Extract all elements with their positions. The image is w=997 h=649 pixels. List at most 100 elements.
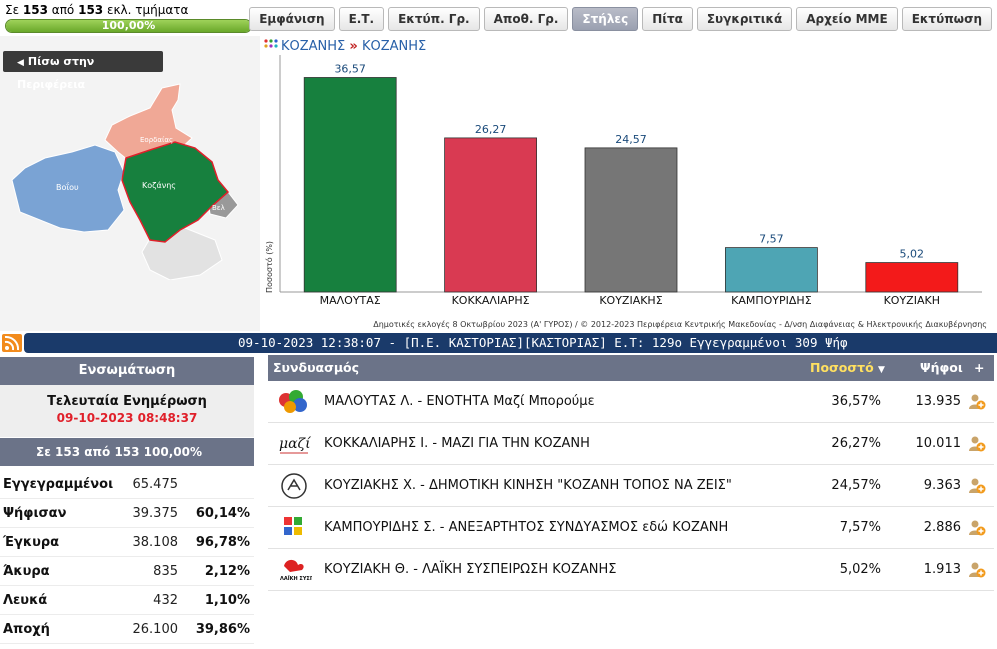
svg-text:μαζί: μαζί <box>279 435 311 452</box>
laiki-logo-icon: ΛΑΪΚΗ ΣΥΣΠ. <box>276 556 316 584</box>
y-axis-label: Ποσοστό (%) <box>264 241 274 293</box>
result-row[interactable]: ΛΑΪΚΗ ΣΥΣΠ. ΚΟΥΖΙΑΚΗ Θ. - ΛΑΪΚΗ ΣΥΣΠΕΙΡΩΣ… <box>268 549 994 591</box>
progress-suffix: εκλ. τμήματα <box>107 3 189 17</box>
bar-value-label-0: 36,57 <box>334 62 366 75</box>
candidate-details-icon[interactable] <box>968 477 986 495</box>
result-row[interactable]: μαζί ΚΟΚΚΑΛΙΑΡΗΣ Ι. - ΜΑΖΙ ΓΙΑ ΤΗΝ ΚΟΖΑΝΗ… <box>268 423 994 465</box>
candidate-details-icon[interactable] <box>968 561 986 579</box>
party-name[interactable]: ΚΟΥΖΙΑΚΗ Θ. - ΛΑΪΚΗ ΣΥΣΠΕΙΡΩΣΗ ΚΟΖΑΝΗΣ <box>324 562 617 577</box>
candidate-details-icon[interactable] <box>968 519 986 537</box>
stat-value: 26.100 <box>132 621 179 637</box>
progress-bar-fill <box>6 20 251 32</box>
progress-total: 153 <box>78 3 104 17</box>
party-percent: 36,57% <box>831 394 881 409</box>
stat-row: Ψήφισαν 39.375 60,14% <box>0 499 254 528</box>
candidate-details-icon[interactable] <box>968 393 986 411</box>
stat-label: Εγγεγραμμένοι <box>3 476 114 492</box>
header-percent[interactable]: Ποσοστό ▼ <box>810 355 885 383</box>
party-name[interactable]: ΚΑΜΠΟΥΡΙΔΗΣ Σ. - ΑΝΕΞΑΡΤΗΤΟΣ ΣΥΝΔΥΑΣΜΟΣ … <box>324 520 729 535</box>
stat-percent: 39,86% <box>195 621 250 637</box>
toolbar-button-6[interactable]: Συγκριτικά <box>696 7 793 31</box>
bar-value-label-1: 26,27 <box>475 123 507 136</box>
stat-value: 432 <box>153 592 178 608</box>
update-box: Τελευταία Ενημέρωση 09-10-2023 08:48:37 <box>0 385 254 437</box>
footer-note: Δημοτικές εκλογές 8 Οκτωβρίου 2023 (Α' Γ… <box>373 320 987 329</box>
update-title: Τελευταία Ενημέρωση <box>47 394 207 409</box>
stat-label: Άκυρα <box>3 563 50 579</box>
toolbar: Εμφάνιση Ε.Τ. Εκτύπ. Γρ. Αποθ. Γρ. Στήλες Πίτ… <box>249 7 992 31</box>
bar-value-label-4: 5,02 <box>900 248 925 261</box>
bar-4[interactable] <box>865 262 959 293</box>
header-votes[interactable]: Ψήφοι <box>920 360 963 375</box>
progress-middle: από <box>51 3 75 17</box>
back-to-region-button[interactable]: ◀ Πίσω στην Περιφέρεια <box>3 51 163 91</box>
arrow-left-icon: ◀ <box>17 58 24 68</box>
stat-value: 39.375 <box>132 505 179 521</box>
stat-value: 835 <box>153 563 178 579</box>
bar-3[interactable] <box>724 247 818 293</box>
map-label-eordaia: Εορδαίας <box>140 136 173 144</box>
stat-row: Λευκά 432 1,10% <box>0 586 254 615</box>
party-percent: 26,27% <box>831 436 881 451</box>
stat-percent: 60,14% <box>195 505 250 521</box>
counted-summary: Σε 153 από 153 100,00% <box>0 438 254 466</box>
region-map: Εορδαίας Βοΐου Κοζάνης Βελ <box>11 83 239 280</box>
mazi-logo-icon: μαζί <box>276 430 312 458</box>
toolbar-button-5[interactable]: Πίτα <box>642 7 693 31</box>
result-row[interactable]: ΚΑΜΠΟΥΡΙΔΗΣ Σ. - ΑΝΕΞΑΡΤΗΤΟΣ ΣΥΝΔΥΑΣΜΟΣ … <box>268 507 994 549</box>
bar-0[interactable] <box>303 77 397 293</box>
breadcrumb-prefecture[interactable]: ΚΟΖΑΝΗΣ <box>281 39 346 54</box>
svg-text:ΛΑΪΚΗ ΣΥΣΠ.: ΛΑΪΚΗ ΣΥΣΠ. <box>280 575 312 582</box>
party-name[interactable]: ΚΟΚΚΑΛΙΑΡΗΣ Ι. - ΜΑΖΙ ΓΙΑ ΤΗΝ ΚΟΖΑΝΗ <box>324 436 590 451</box>
header-expand-all[interactable]: + <box>974 360 985 375</box>
sort-desc-icon: ▼ <box>878 365 885 375</box>
party-name[interactable]: ΚΟΥΖΙΑΚΗΣ Χ. - ΔΗΜΟΤΙΚΗ ΚΙΝΗΣΗ "ΚΟΖΑΝΗ Τ… <box>324 478 732 493</box>
toolbar-button-4[interactable]: Στήλες <box>572 7 639 31</box>
results-header: Συνδυασμός Ποσοστό ▼ Ψήφοι + <box>268 355 994 381</box>
map-label-kozani: Κοζάνης <box>142 181 176 190</box>
result-row[interactable]: ΚΟΥΖΙΑΚΗΣ Χ. - ΔΗΜΟΤΙΚΗ ΚΙΝΗΣΗ "ΚΟΖΑΝΗ Τ… <box>268 465 994 507</box>
result-row[interactable]: ΜΑΛΟΥΤΑΣ Λ. - ΕΝΟΤΗΤΑ Μαζί Μπορούμε 36,57… <box>268 381 994 423</box>
party-votes: 10.011 <box>915 436 962 451</box>
rss-icon[interactable] <box>2 334 22 352</box>
party-votes: 1.913 <box>923 562 961 577</box>
stat-label: Ψήφισαν <box>3 505 67 521</box>
stat-value: 38.108 <box>132 534 179 550</box>
stat-label: Αποχή <box>3 621 50 637</box>
toolbar-button-7[interactable]: Αρχείο ΜΜΕ <box>796 7 898 31</box>
toolbar-button-8[interactable]: Εκτύπωση <box>901 7 992 31</box>
progress-text: Σε 153 από 153 εκλ. τμήματα <box>5 3 188 17</box>
map-region-kozani[interactable] <box>121 141 230 243</box>
dots-icon <box>264 39 278 48</box>
stat-percent: 2,12% <box>204 563 250 579</box>
bar-2[interactable] <box>584 147 678 293</box>
party-name[interactable]: ΜΑΛΟΥΤΑΣ Λ. - ΕΝΟΤΗΤΑ Μαζί Μπορούμε <box>324 394 595 409</box>
party-votes: 2.886 <box>923 520 961 535</box>
stat-row: Έγκυρα 38.108 96,78% <box>0 528 254 557</box>
bar-value-label-2: 24,57 <box>615 133 647 146</box>
category-label-1: ΚΟΚΚΑΛΙΑΡΗΣ <box>452 294 530 307</box>
breadcrumb-municipality: ΚΟΖΑΝΗΣ <box>361 39 427 54</box>
header-percent-label: Ποσοστό <box>810 360 874 375</box>
toolbar-button-3[interactable]: Αποθ. Γρ. <box>483 7 569 31</box>
bar-1[interactable] <box>444 137 538 293</box>
candidate-details-icon[interactable] <box>968 435 986 453</box>
progress-counted: 153 <box>22 3 48 17</box>
results-list: ΜΑΛΟΥΤΑΣ Λ. - ΕΝΟΤΗΤΑ Μαζί Μπορούμε 36,57… <box>268 381 994 591</box>
map-label-voio: Βοΐου <box>56 181 79 192</box>
stat-percent: 96,78% <box>195 534 250 550</box>
map-label-velvento: Βελ <box>212 204 225 212</box>
stat-label: Έγκυρα <box>3 534 60 550</box>
map-region-voio[interactable] <box>11 144 125 233</box>
maloutas-logo-icon <box>276 388 312 416</box>
header-party[interactable]: Συνδυασμός <box>273 360 360 375</box>
stat-row: Άκυρα 835 2,12% <box>0 557 254 586</box>
toolbar-button-0[interactable]: Εμφάνιση <box>249 7 335 31</box>
ticker-text: 09-10-2023 12:38:07 - [Π.Ε. ΚΑΣΤΟΡΙΑΣ][Κ… <box>238 335 848 350</box>
bar-chart: Ποσοστό (%) 36,57 ΜΑΛΟΥΤΑΣ 26,27 ΚΟΚΚΑΛΙΑΡΗ… <box>264 55 982 307</box>
toolbar-button-2[interactable]: Εκτύπ. Γρ. <box>388 7 480 31</box>
stat-value: 65.475 <box>132 476 179 492</box>
progress-prefix: Σε <box>5 3 20 17</box>
toolbar-button-1[interactable]: Ε.Τ. <box>338 7 385 31</box>
